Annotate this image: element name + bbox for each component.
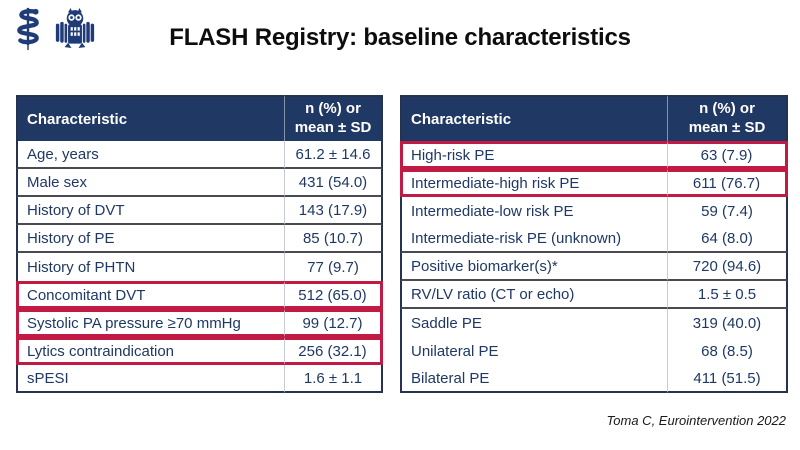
column-header-value: n (%) or mean ± SD: [285, 95, 383, 141]
table-row: Unilateral PE 68 (8.5): [400, 337, 788, 365]
row-value: 1.6 ± 1.1: [285, 365, 383, 393]
row-label: sPESI: [16, 365, 285, 393]
row-value: 411 (51.5): [668, 365, 788, 393]
column-header-characteristic: Characteristic: [16, 95, 285, 141]
row-label: Concomitant DVT: [16, 281, 285, 309]
row-label: Bilateral PE: [400, 365, 668, 393]
row-label: Lytics contraindication: [16, 337, 285, 365]
row-value: 720 (94.6): [668, 253, 788, 281]
row-value: 99 (12.7): [285, 309, 383, 337]
column-header-characteristic: Characteristic: [400, 95, 668, 141]
row-label: Saddle PE: [400, 309, 668, 337]
row-label: History of PE: [16, 225, 285, 253]
table-row: Positive biomarker(s)* 720 (94.6): [400, 253, 788, 281]
table-row: History of PE 85 (10.7): [16, 225, 383, 253]
row-value: 85 (10.7): [285, 225, 383, 253]
table-row: sPESI 1.6 ± 1.1: [16, 365, 383, 393]
row-value: 143 (17.9): [285, 197, 383, 225]
rod-of-asclepius-icon: [17, 7, 39, 51]
row-label: Positive biomarker(s)*: [400, 253, 668, 281]
table-row: Saddle PE 319 (40.0): [400, 309, 788, 337]
row-label: Intermediate-risk PE (unknown): [400, 225, 668, 253]
baseline-table-right: Characteristic n (%) or mean ± SD High-r…: [400, 95, 788, 393]
table-row: High-risk PE 63 (7.9): [400, 141, 788, 169]
table-row: RV/LV ratio (CT or echo) 1.5 ± 0.5: [400, 281, 788, 309]
row-value: 1.5 ± 0.5: [668, 281, 788, 309]
table-row: Age, years 61.2 ± 14.6: [16, 141, 383, 169]
baseline-table-left: Characteristic n (%) or mean ± SD Age, y…: [16, 95, 383, 393]
table-row: Concomitant DVT 512 (65.0): [16, 281, 383, 309]
table-header-row: Characteristic n (%) or mean ± SD: [400, 95, 788, 141]
row-value: 77 (9.7): [285, 253, 383, 281]
row-value: 64 (8.0): [668, 225, 788, 253]
row-value: 512 (65.0): [285, 281, 383, 309]
owl-icon: [55, 8, 95, 48]
column-header-value: n (%) or mean ± SD: [668, 95, 788, 141]
table-row: Intermediate-high risk PE 611 (76.7): [400, 169, 788, 197]
table-row: Systolic PA pressure ≥70 mmHg 99 (12.7): [16, 309, 383, 337]
row-label: Age, years: [16, 141, 285, 169]
logo-group: [8, 5, 95, 51]
row-value: 63 (7.9): [668, 141, 788, 169]
row-label: Systolic PA pressure ≥70 mmHg: [16, 309, 285, 337]
row-label: History of DVT: [16, 197, 285, 225]
row-label: RV/LV ratio (CT or echo): [400, 281, 668, 309]
row-label: Intermediate-high risk PE: [400, 169, 668, 197]
row-value: 319 (40.0): [668, 309, 788, 337]
table-row: Lytics contraindication 256 (32.1): [16, 337, 383, 365]
row-value: 68 (8.5): [668, 337, 788, 365]
row-label: History of PHTN: [16, 253, 285, 281]
table-row: History of DVT 143 (17.9): [16, 197, 383, 225]
table-row: History of PHTN 77 (9.7): [16, 253, 383, 281]
row-label: Intermediate-low risk PE: [400, 197, 668, 225]
row-label: Male sex: [16, 169, 285, 197]
table-header-row: Characteristic n (%) or mean ± SD: [16, 95, 383, 141]
row-value: 59 (7.4): [668, 197, 788, 225]
row-value: 431 (54.0): [285, 169, 383, 197]
page-title: FLASH Registry: baseline characteristics: [169, 24, 631, 51]
table-row: Bilateral PE 411 (51.5): [400, 365, 788, 393]
row-label: High-risk PE: [400, 141, 668, 169]
table-row: Intermediate-low risk PE 59 (7.4): [400, 197, 788, 225]
table-row: Intermediate-risk PE (unknown) 64 (8.0): [400, 225, 788, 253]
table-row: Male sex 431 (54.0): [16, 169, 383, 197]
row-label: Unilateral PE: [400, 337, 668, 365]
row-value: 256 (32.1): [285, 337, 383, 365]
citation-text: Toma C, Eurointervention 2022: [606, 413, 786, 428]
row-value: 61.2 ± 14.6: [285, 141, 383, 169]
row-value: 611 (76.7): [668, 169, 788, 197]
